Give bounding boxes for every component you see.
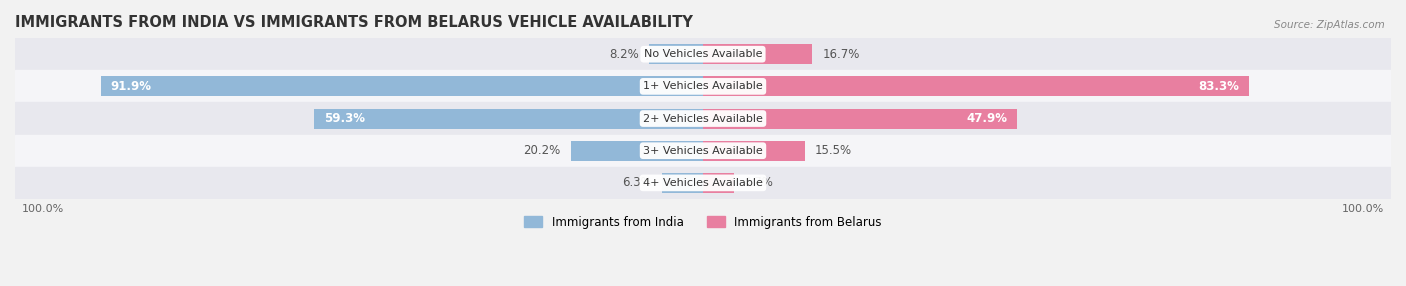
Text: 20.2%: 20.2% xyxy=(523,144,561,157)
Text: 2+ Vehicles Available: 2+ Vehicles Available xyxy=(643,114,763,124)
Text: IMMIGRANTS FROM INDIA VS IMMIGRANTS FROM BELARUS VEHICLE AVAILABILITY: IMMIGRANTS FROM INDIA VS IMMIGRANTS FROM… xyxy=(15,15,693,30)
Bar xyxy=(315,109,703,128)
Bar xyxy=(703,173,734,193)
Bar xyxy=(662,173,703,193)
Bar xyxy=(15,70,1391,102)
Text: 47.9%: 47.9% xyxy=(966,112,1007,125)
Bar xyxy=(101,76,703,96)
Bar xyxy=(15,102,1391,135)
Text: 4+ Vehicles Available: 4+ Vehicles Available xyxy=(643,178,763,188)
Text: 91.9%: 91.9% xyxy=(111,80,152,93)
Text: 59.3%: 59.3% xyxy=(325,112,366,125)
Text: No Vehicles Available: No Vehicles Available xyxy=(644,49,762,59)
Text: 3+ Vehicles Available: 3+ Vehicles Available xyxy=(643,146,763,156)
Bar xyxy=(15,167,1391,199)
Text: 1+ Vehicles Available: 1+ Vehicles Available xyxy=(643,82,763,91)
Text: 100.0%: 100.0% xyxy=(21,204,63,214)
Text: 83.3%: 83.3% xyxy=(1198,80,1239,93)
Bar xyxy=(703,141,804,161)
Text: Source: ZipAtlas.com: Source: ZipAtlas.com xyxy=(1274,20,1385,30)
Bar xyxy=(650,44,703,64)
Text: 16.7%: 16.7% xyxy=(823,48,859,61)
Bar xyxy=(703,44,813,64)
Bar xyxy=(571,141,703,161)
Bar xyxy=(15,38,1391,70)
Text: 6.3%: 6.3% xyxy=(621,176,652,189)
Text: 100.0%: 100.0% xyxy=(1343,204,1385,214)
Text: 4.7%: 4.7% xyxy=(744,176,773,189)
Bar xyxy=(703,109,1017,128)
Text: 15.5%: 15.5% xyxy=(814,144,852,157)
Legend: Immigrants from India, Immigrants from Belarus: Immigrants from India, Immigrants from B… xyxy=(520,211,886,233)
Bar xyxy=(15,135,1391,167)
Bar xyxy=(703,76,1249,96)
Text: 8.2%: 8.2% xyxy=(610,48,640,61)
